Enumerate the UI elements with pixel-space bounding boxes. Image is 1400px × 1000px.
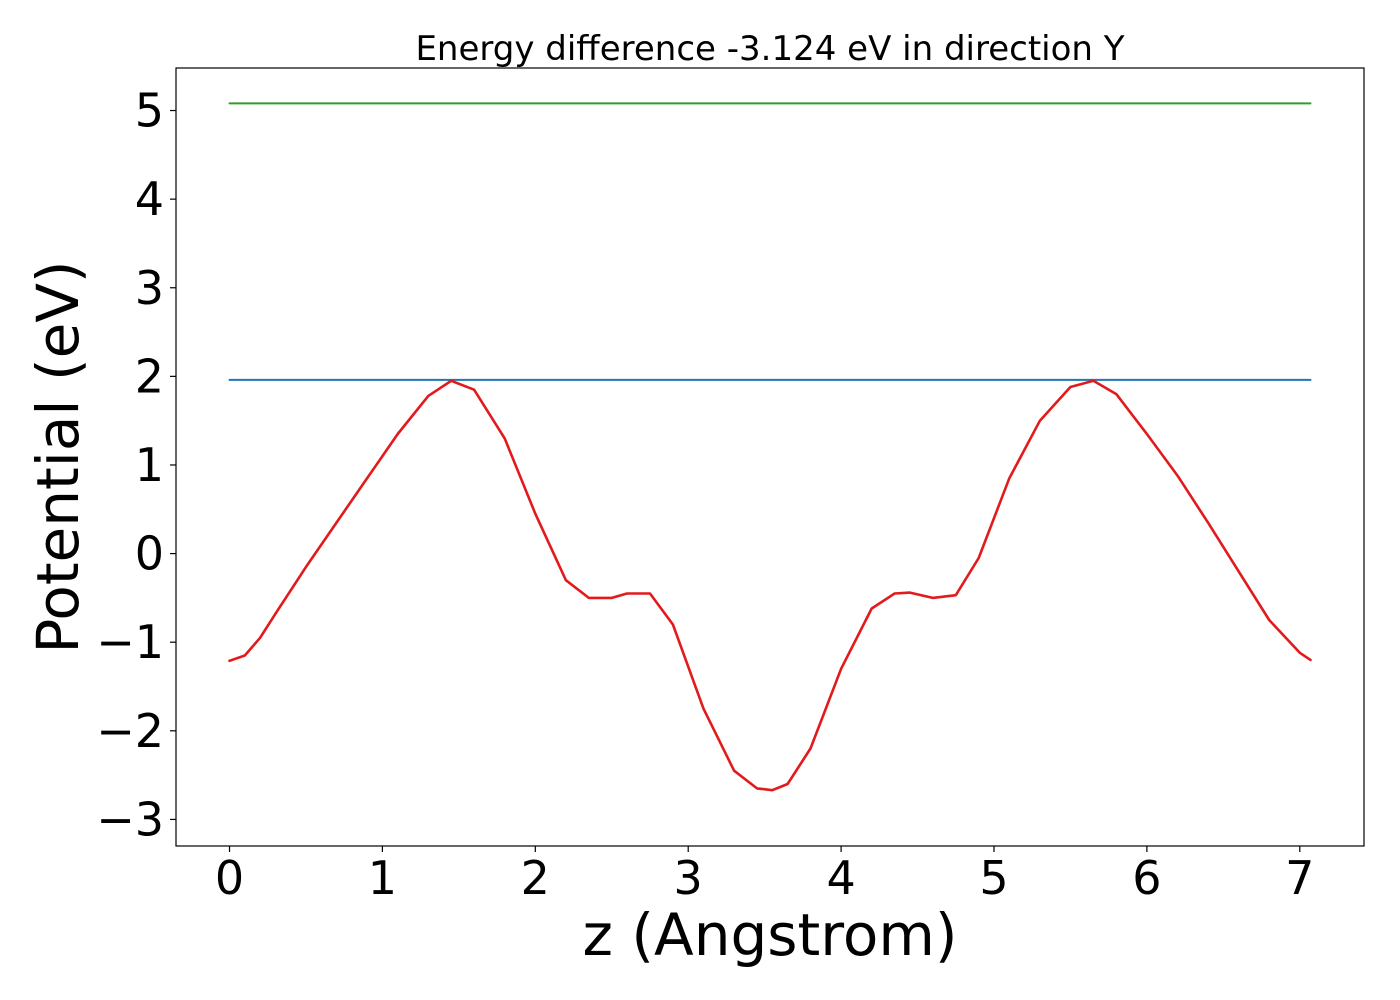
series-layer — [228, 102, 1312, 792]
series-line-3 — [228, 379, 1312, 792]
chart-title: Energy difference -3.124 eV in direction… — [415, 29, 1124, 69]
x-tick-label: 3 — [674, 851, 703, 905]
plot-frame — [175, 67, 1365, 847]
y-axis: −3 −2 −1 0 1 2 3 4 5 — [96, 84, 176, 846]
y-tick-label: −2 — [96, 704, 164, 758]
y-axis-label: Potential (eV) — [24, 260, 92, 653]
y-tick-label: 4 — [135, 172, 164, 226]
x-tick-label: 7 — [1285, 851, 1314, 905]
y-tick-label: −1 — [96, 615, 164, 669]
y-tick-label: −3 — [96, 792, 164, 846]
y-tick-label: 3 — [135, 261, 164, 315]
x-tick-label: 1 — [368, 851, 397, 905]
x-tick-label: 2 — [521, 851, 550, 905]
x-tick-label: 5 — [979, 851, 1008, 905]
x-tick-label: 6 — [1132, 851, 1161, 905]
y-tick-label: 1 — [135, 438, 164, 492]
x-tick-label: 0 — [215, 851, 244, 905]
x-axis: 0 1 2 3 4 5 6 7 — [215, 846, 1314, 905]
y-tick-label: 0 — [135, 527, 164, 581]
x-tick-label: 4 — [826, 851, 855, 905]
x-axis-label: z (Angstrom) — [583, 901, 958, 969]
y-tick-label: 5 — [135, 84, 164, 138]
y-tick-label: 2 — [135, 349, 164, 403]
